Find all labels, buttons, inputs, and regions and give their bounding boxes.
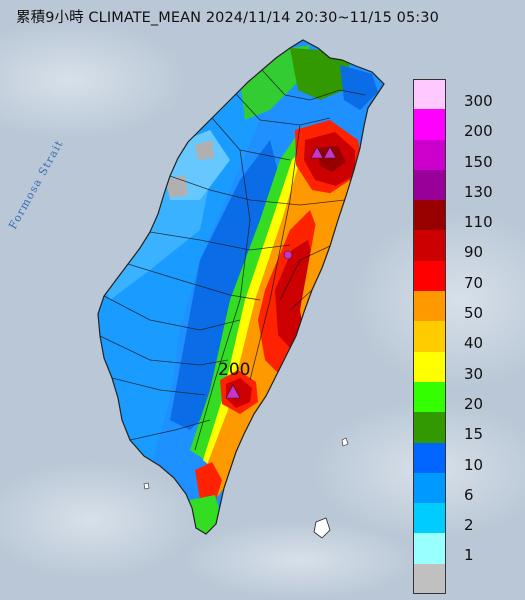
orchid-island [313,517,331,539]
legend-row [413,563,523,595]
legend-row: 110 [413,200,523,232]
legend-label: 30 [464,364,484,383]
legend-row: 2 [413,503,523,535]
legend-label: 40 [464,334,484,353]
legend-label: 130 [464,182,493,201]
legend-label: 150 [464,152,493,171]
county-borders [99,69,366,451]
legend-label: 90 [464,243,484,262]
legend-swatch [413,533,446,564]
color-legend: 300 200 150 130 110 90 70 50 40 30 20 15 10 6 2 1 [413,79,523,595]
legend-row: 40 [413,321,523,353]
station-marker-north [310,146,324,159]
map-title: 累積9小時 CLIMATE_MEAN 2024/11/14 20:30~11/1… [16,10,439,26]
legend-swatch [413,563,446,595]
legend-row: 300 [413,79,523,110]
legend-swatch [413,230,446,261]
legend-label: 20 [464,394,484,413]
liuqiu-islet [143,482,150,490]
legend-label: 2 [464,516,474,535]
legend-label: 15 [464,425,484,444]
legend-swatch [413,442,446,473]
taiwan-coastline [97,39,385,535]
legend-swatch [413,472,446,504]
legend-label: 200 [464,122,493,141]
legend-swatch [413,291,446,322]
peak-station-marker [225,384,241,399]
legend-swatch [413,260,446,292]
legend-row: 10 [413,442,523,474]
legend-row: 90 [413,230,523,262]
legend-swatch [413,169,446,201]
legend-label: 6 [464,485,474,504]
legend-swatch [413,381,446,413]
legend-swatch [413,79,446,110]
legend-swatch [413,351,446,382]
green-island [341,437,349,447]
legend-swatch [413,109,446,140]
legend-label: 70 [464,273,484,292]
station-marker-central [283,250,293,260]
legend-row: 200 [413,109,523,141]
station-marker-north-2 [323,146,337,159]
legend-row: 15 [413,412,523,444]
legend-label: 300 [464,92,493,110]
legend-row: 6 [413,472,523,504]
legend-row: 70 [413,260,523,292]
legend-label: 10 [464,455,484,474]
legend-swatch [413,412,446,443]
legend-row: 30 [413,351,523,383]
legend-swatch [413,139,446,170]
peak-value-label: 200 [218,360,251,380]
legend-swatch [413,321,446,352]
legend-label: 110 [464,213,493,232]
legend-row: 50 [413,291,523,323]
legend-label: 50 [464,304,484,323]
legend-swatch [413,200,446,231]
legend-row: 150 [413,139,523,171]
legend-swatch [413,503,446,534]
legend-label: 1 [464,546,474,565]
legend-row: 1 [413,533,523,565]
legend-row: 20 [413,381,523,413]
legend-row: 130 [413,169,523,201]
